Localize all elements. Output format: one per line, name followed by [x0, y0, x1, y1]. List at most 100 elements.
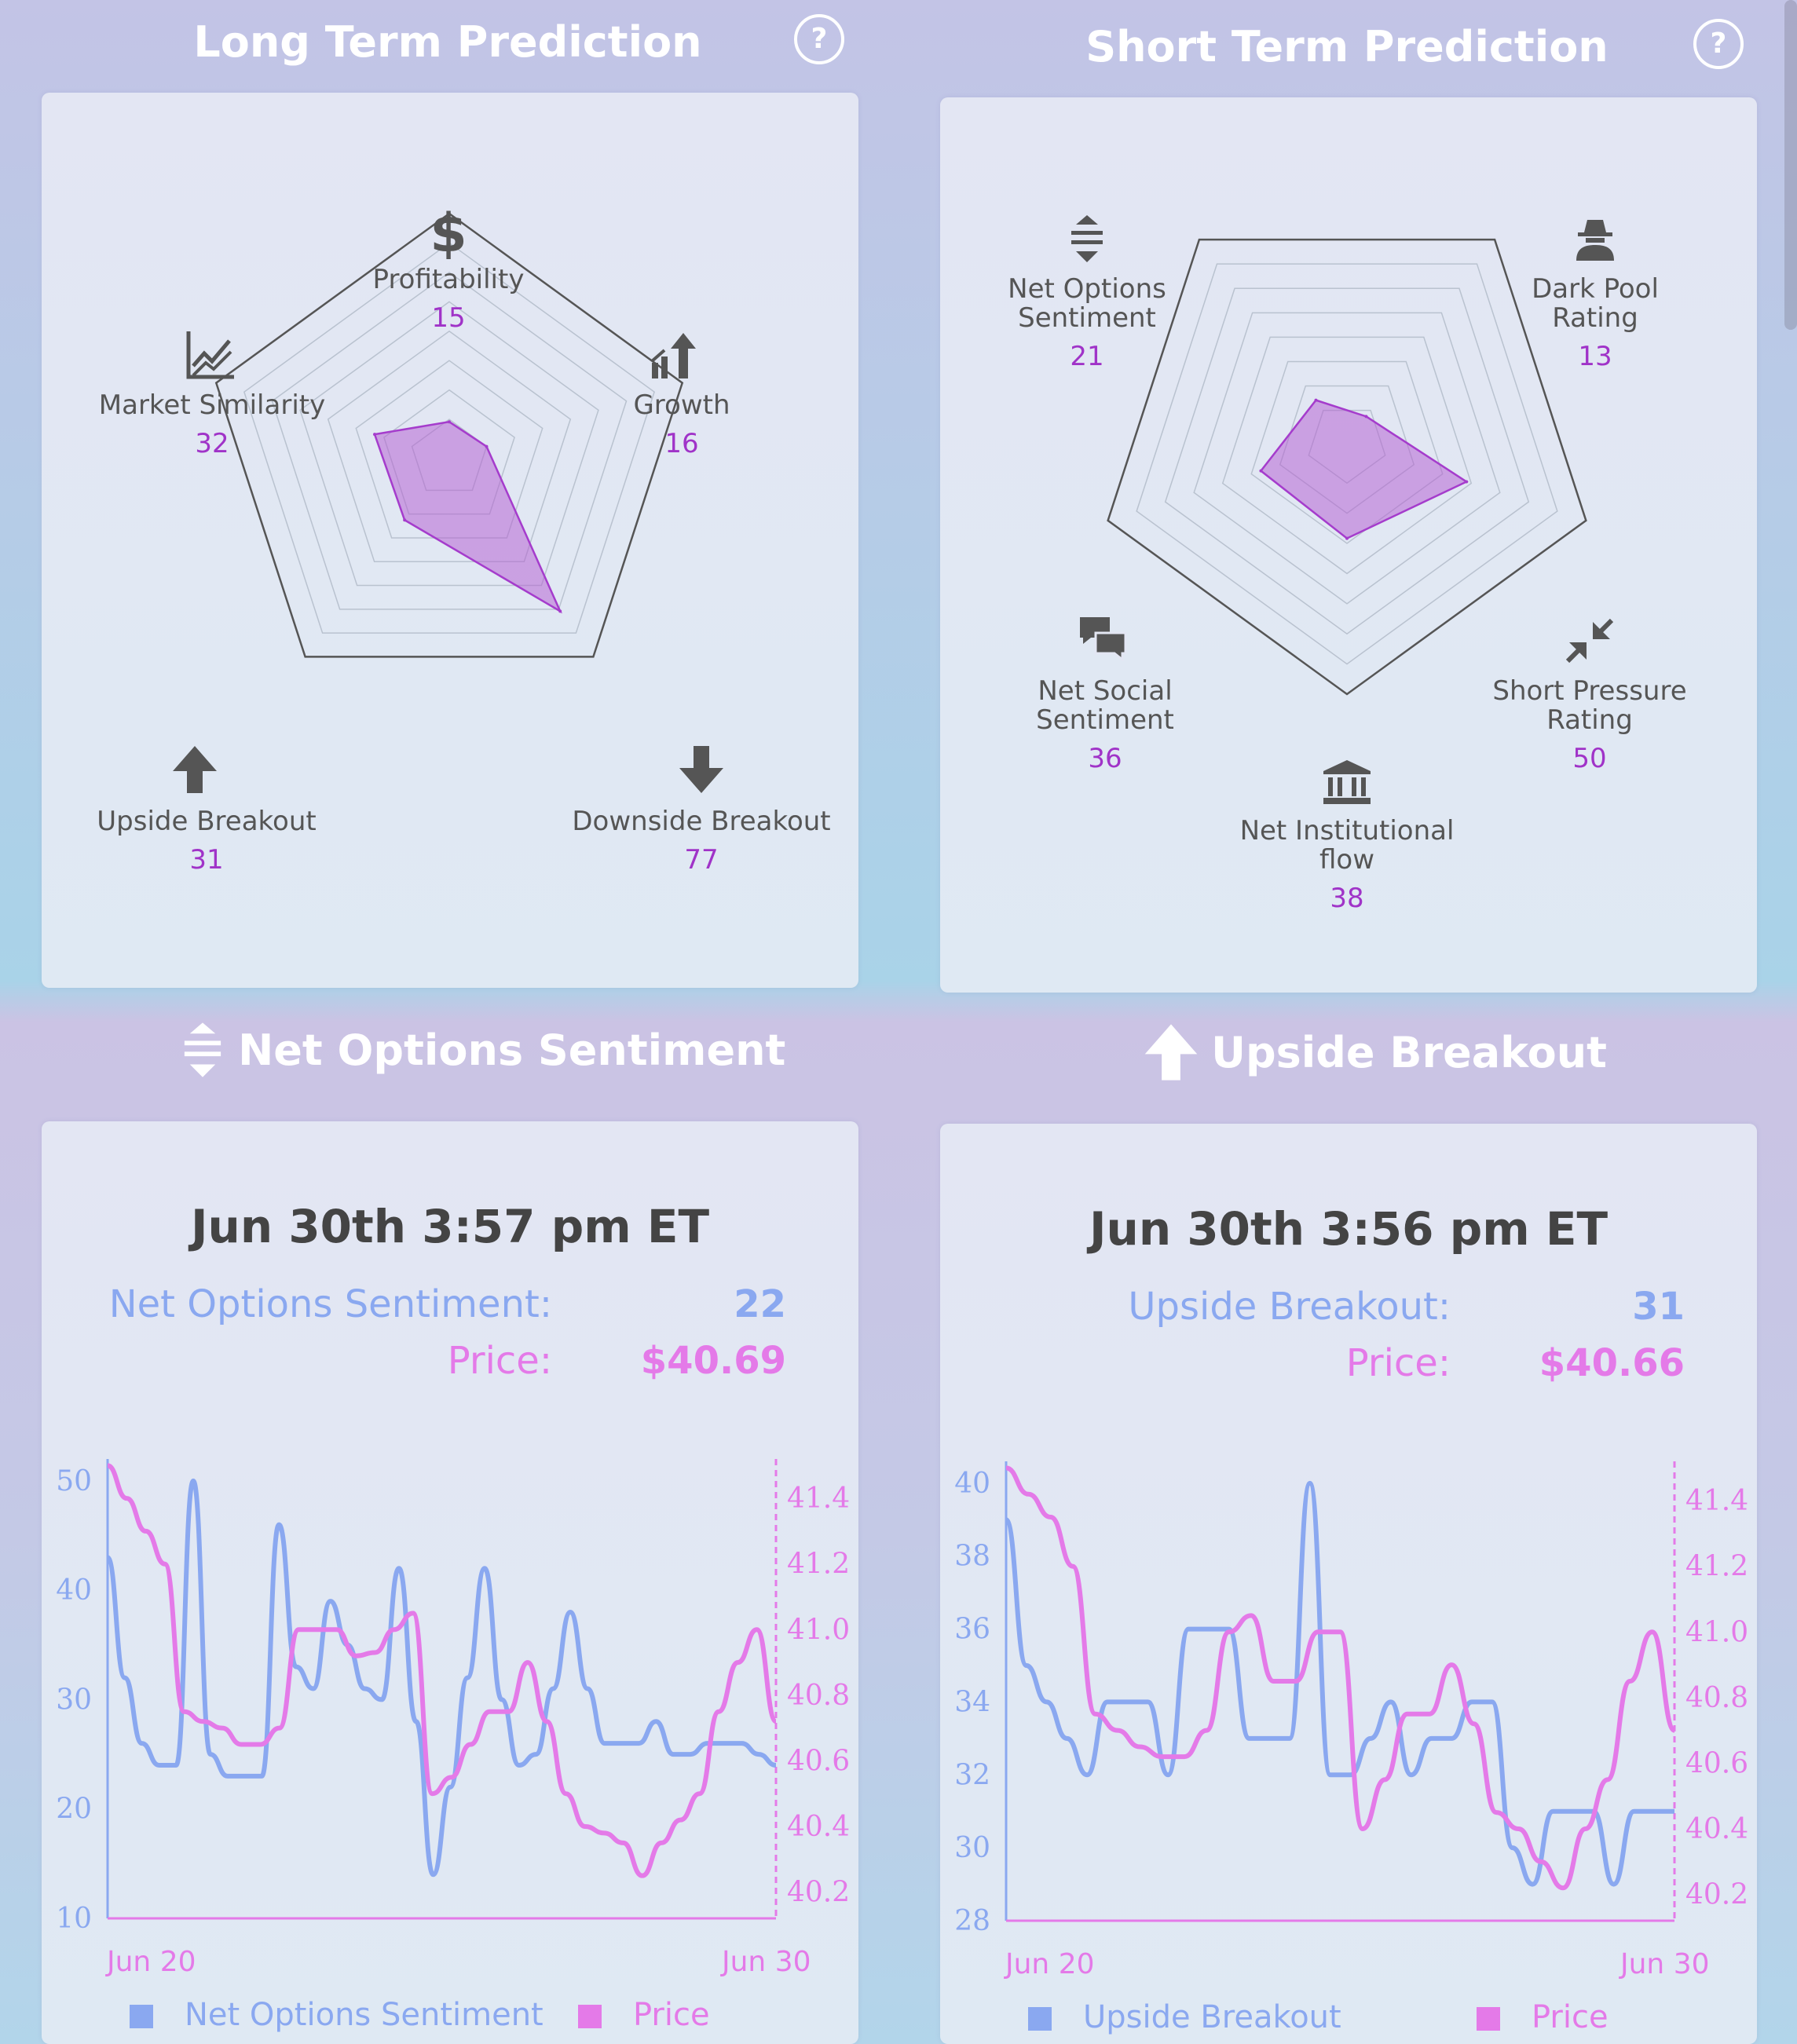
upside-panel-header: Upside Breakout: [1143, 1022, 1607, 1085]
long-term-radar: [214, 212, 684, 658]
options-icon: [1071, 215, 1103, 262]
radar-label-downside-breakout: Downside Breakout 77: [572, 806, 831, 876]
radar-grid-ring: [243, 242, 656, 634]
long-term-card: $ Profitability 15 Growth 16 Downside Brea…: [42, 93, 858, 988]
radar-point-upside-breakout: [403, 518, 407, 522]
right-tick-label: 41.2: [787, 1549, 850, 1581]
options-panel-header: Net Options Sentiment: [181, 1021, 785, 1084]
dollar-icon: $: [430, 203, 467, 265]
upside-panel-title: Upside Breakout: [1211, 1027, 1607, 1077]
chat-icon: [1080, 617, 1127, 661]
radar-point-net-options-sentiment: [1314, 398, 1318, 402]
short-term-radar: [1107, 238, 1587, 696]
upside-metric-value: 31: [1632, 1285, 1685, 1329]
radar-grid-ring: [1193, 312, 1501, 605]
left-tick-label: 28: [954, 1905, 990, 1937]
options-timestamp: Jun 30th 3:57 pm ET: [190, 1200, 710, 1253]
left-tick-label: 30: [56, 1684, 92, 1716]
options-panel-title: Net Options Sentiment: [238, 1025, 786, 1075]
metric-series-line: [1004, 1480, 1674, 1887]
short-term-title: Short Term Prediction: [1085, 22, 1609, 71]
radar-grid-ring: [271, 271, 628, 610]
radar-value-area: [1259, 399, 1469, 540]
radar-point-downside-breakout: [558, 609, 562, 613]
upside-price-label: Price:: [1345, 1341, 1451, 1385]
radar-point-short-pressure-rating: [1465, 480, 1469, 484]
upside-line-chart: 40 38 36 34 32 30 28 41.4 41.2 41.0 40.8 40.6 40.4 40…: [954, 1461, 1748, 1937]
radar-label-net-social-sentiment: Net Social Sentiment 36: [1036, 675, 1174, 774]
short-term-card: Net Options Sentiment 21 Dark Pool Rating…: [940, 97, 1757, 993]
radar-point-dark-pool-rating: [1364, 415, 1368, 419]
scrollbar[interactable]: [1784, 0, 1797, 330]
options-line-chart: 50 40 30 20 10 41.4 41.2 41.0 40.8 40.6 40.4 40.2: [56, 1459, 850, 1935]
radar-grid-ring: [1164, 287, 1530, 635]
legend-price: Price: [1477, 1999, 1609, 2035]
left-tick-label: 40: [954, 1468, 990, 1500]
upside-metric-label: Upside Breakout:: [1128, 1285, 1451, 1329]
radar-label-net-institutional-flow: Net Institutional flow 38: [1239, 815, 1455, 914]
radar-point-net-social-sentiment: [1259, 469, 1263, 473]
radar-grid-ring: [1107, 238, 1587, 696]
x-tick-start: Jun 20: [107, 1946, 196, 1978]
radar-point-growth: [485, 444, 489, 448]
compress-icon: [1566, 618, 1613, 663]
left-tick-label: 10: [56, 1903, 92, 1935]
x-tick-end: Jun 30: [1620, 1948, 1710, 1980]
radar-label-growth: Growth 16: [633, 389, 730, 459]
radar-label-market-similarity: Market Similarity 32: [98, 389, 326, 459]
right-tick-label: 40.4: [1685, 1813, 1748, 1845]
left-tick-label: 32: [954, 1759, 990, 1791]
radar-grid-ring: [299, 301, 599, 587]
radar-value-area: [373, 420, 562, 614]
left-tick-label: 30: [954, 1832, 990, 1864]
long-term-title: Long Term Prediction: [193, 17, 702, 67]
legend-price: Price: [578, 1997, 710, 2033]
radar-label-profitability: Profitability 15: [372, 264, 525, 334]
price-series-line: [106, 1463, 778, 1878]
radar-point-net-institutional-flow: [1345, 536, 1349, 540]
right-tick-label: 41.4: [1685, 1485, 1748, 1517]
left-tick-label: 40: [56, 1574, 92, 1607]
radar-point-market-similarity: [373, 433, 377, 437]
radar-grid-ring: [214, 212, 684, 658]
growth-icon: [650, 333, 696, 378]
right-tick-label: 40.6: [787, 1745, 850, 1777]
legend-metric: Upside Breakout: [1028, 1999, 1341, 2035]
left-tick-label: 50: [56, 1465, 92, 1497]
right-tick-label: 40.8: [1685, 1682, 1748, 1714]
radar-grid-ring: [1250, 360, 1444, 544]
options-metric-label: Net Options Sentiment:: [108, 1282, 552, 1326]
left-tick-label: 36: [954, 1614, 990, 1646]
long-term-help-button[interactable]: ?: [794, 14, 844, 64]
right-tick-label: 41.0: [1685, 1616, 1748, 1648]
options-price-value: $40.69: [640, 1339, 786, 1383]
arrow-down-icon: [679, 746, 723, 793]
x-tick-end: Jun 30: [722, 1946, 811, 1978]
right-tick-label: 40.8: [787, 1680, 850, 1712]
options-price-label: Price:: [447, 1339, 552, 1383]
left-tick-label: 20: [56, 1794, 92, 1826]
right-tick-label: 41.2: [1685, 1551, 1748, 1583]
price-series-line: [1005, 1465, 1676, 1891]
right-tick-label: 41.4: [787, 1483, 850, 1515]
radar-label-upside-breakout: Upside Breakout 31: [97, 806, 317, 876]
upside-timestamp: Jun 30th 3:56 pm ET: [1089, 1202, 1609, 1256]
spy-icon: [1576, 220, 1614, 261]
upside-price-value: $40.66: [1539, 1341, 1685, 1385]
radar-label-dark-pool-rating: Dark Pool Rating 13: [1532, 273, 1659, 372]
radar-grid-ring: [1136, 263, 1558, 665]
metric-series-line: [105, 1478, 777, 1878]
right-tick-label: 40.2: [787, 1877, 850, 1909]
radar-grid-ring: [1221, 336, 1473, 575]
options-icon: [184, 1022, 221, 1077]
radar-grid-ring: [327, 330, 572, 563]
x-tick-start: Jun 20: [1005, 1948, 1095, 1980]
options-card: Jun 30th 3:57 pm ET Net Options Sentimen…: [42, 1121, 858, 2044]
short-term-help-button[interactable]: ?: [1693, 19, 1744, 69]
upside-card: Jun 30th 3:56 pm ET Upside Breakout: 31 …: [940, 1124, 1757, 2044]
bank-icon: [1323, 760, 1371, 804]
right-tick-label: 40.2: [1685, 1879, 1748, 1911]
right-tick-label: 40.4: [787, 1811, 850, 1843]
right-tick-label: 40.6: [1685, 1747, 1748, 1779]
left-tick-label: 38: [954, 1541, 990, 1573]
